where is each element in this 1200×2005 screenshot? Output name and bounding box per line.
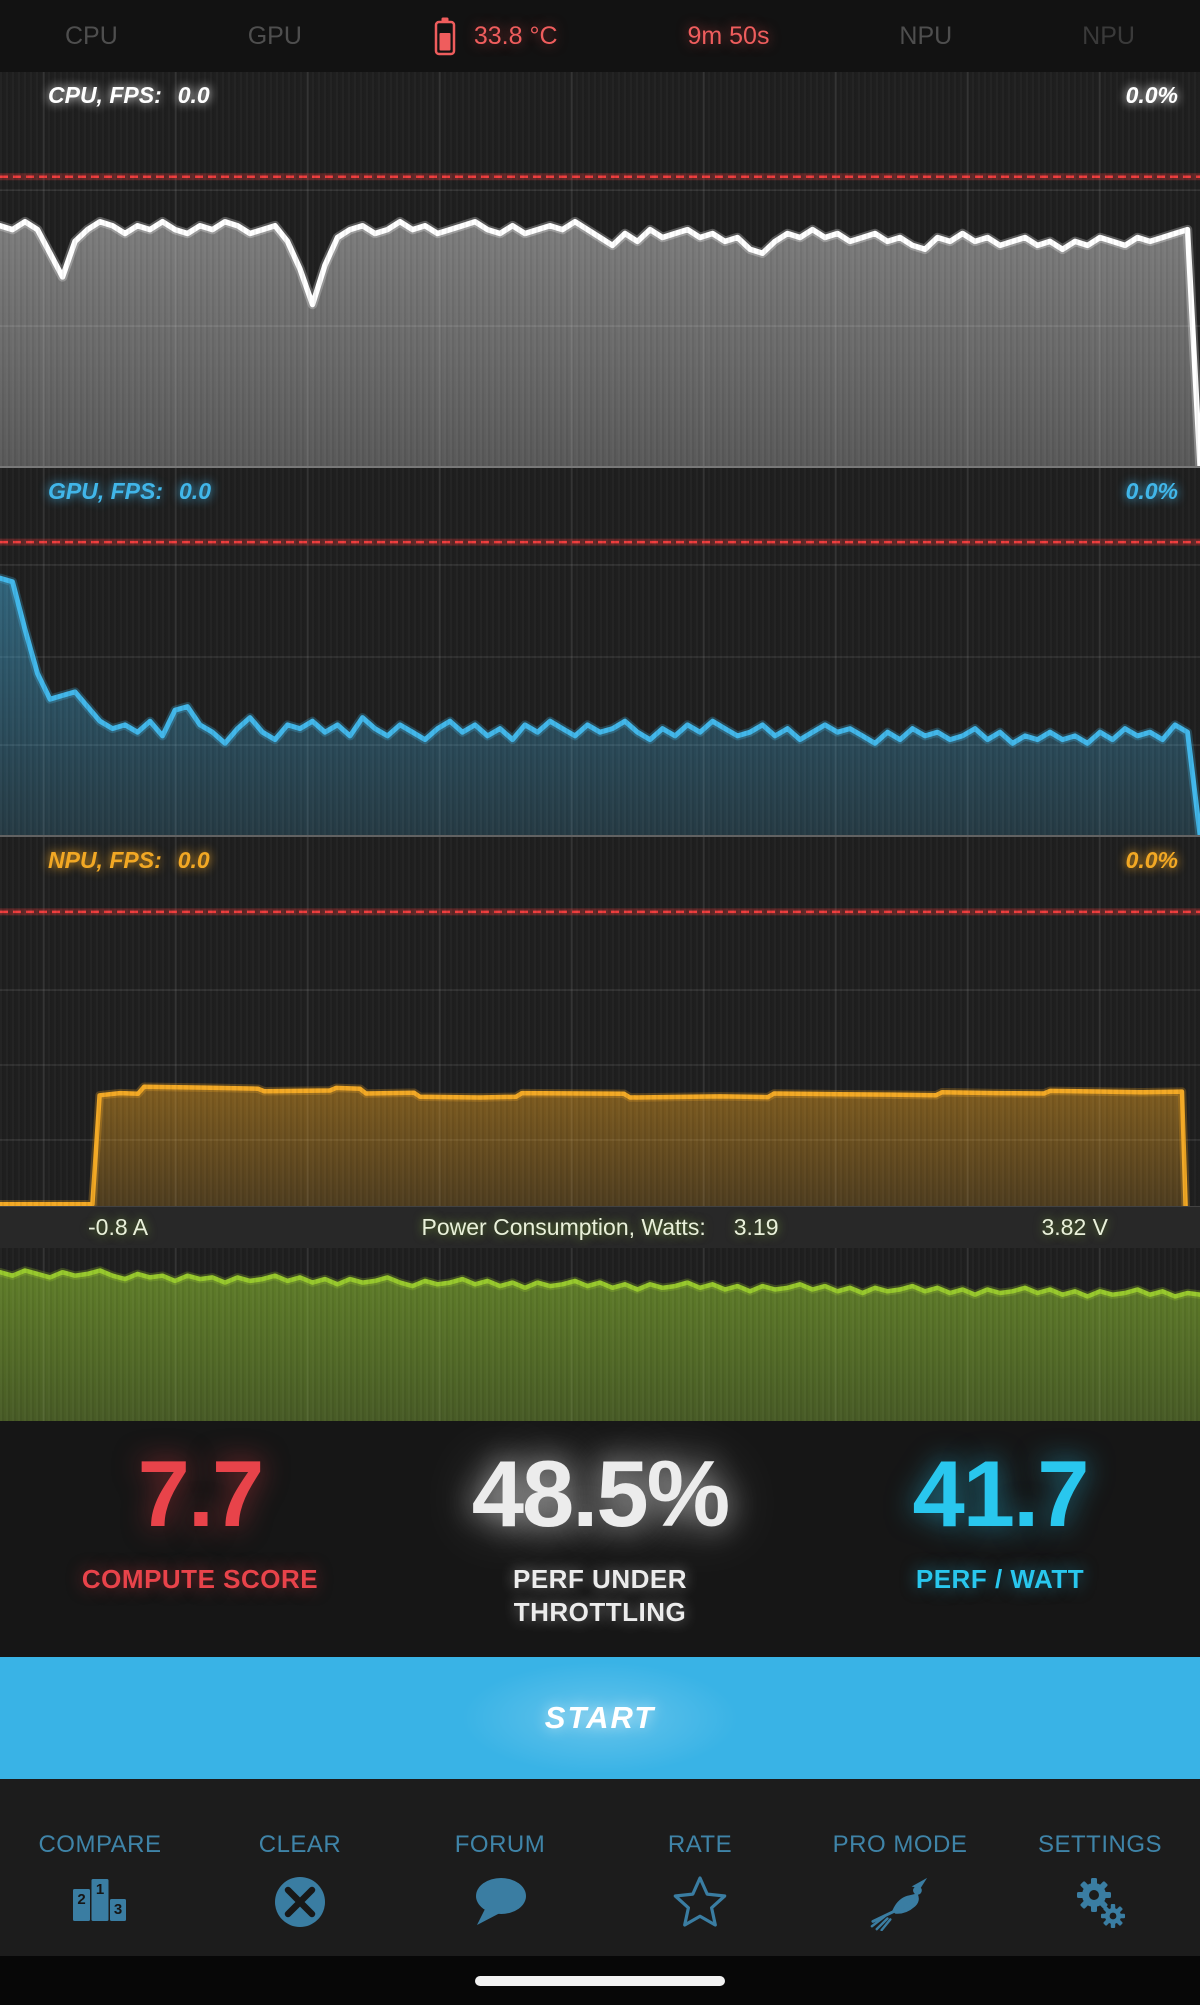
forum-icon <box>476 1878 526 1925</box>
perf-under-throttling-stat: 48.5% PERF UNDER THROTTLING <box>400 1421 800 1657</box>
top-bar-gpu-label: GPU <box>247 21 302 50</box>
perf-under-throttling-label: PERF UNDER THROTTLING <box>512 1564 687 1627</box>
gear-icon <box>1077 1878 1125 1928</box>
perf-per-watt-stat: 41.7 PERF / WATT <box>800 1421 1200 1657</box>
npu-percent-value: 0.0% <box>1125 847 1178 873</box>
svg-text:1: 1 <box>96 1881 104 1898</box>
elapsed-timer: 9m 50s <box>687 21 770 50</box>
perf-under-throttling-value: 48.5% <box>471 1441 731 1546</box>
current-amps-value: -0.8 A <box>88 1214 149 1240</box>
forum-label: FORUM <box>454 1831 546 1858</box>
gpu-fps-chart-plot <box>0 468 1200 835</box>
nav-item-pro-mode[interactable]: PRO MODE <box>800 1779 1000 1956</box>
start-button-label: START <box>544 1700 656 1735</box>
nav-item-compare[interactable]: COMPARE 2 1 3 <box>0 1779 200 1956</box>
power-consumption-label-group: Power Consumption, Watts: 3.19 <box>422 1214 779 1241</box>
nav-item-rate[interactable]: RATE <box>600 1779 800 1956</box>
witch-icon <box>870 1877 928 1931</box>
perf-per-watt-label: PERF / WATT <box>915 1564 1085 1594</box>
nav-item-forum[interactable]: FORUM <box>400 1779 600 1956</box>
compare-label: COMPARE <box>38 1831 162 1858</box>
compute-score-stat: 7.7 COMPUTE SCORE <box>0 1421 400 1657</box>
pro-mode-label: PRO MODE <box>832 1831 968 1858</box>
rate-label: RATE <box>667 1831 733 1858</box>
star-icon <box>673 1876 727 1927</box>
results-panel: 7.7 COMPUTE SCORE 48.5% PERF UNDER THROT… <box>0 1421 1200 1657</box>
settings-label: SETTINGS <box>1037 1831 1162 1858</box>
gpu-chart-header: GPU, FPS: 0.0 0.0% <box>0 478 1200 505</box>
cpu-chart-header: CPU, FPS: 0.0 0.0% <box>0 82 1200 109</box>
nav-item-settings[interactable]: SETTINGS <box>1000 1779 1200 1956</box>
top-bar-npu2-label: NPU <box>1082 21 1135 50</box>
cpu-chart-title: CPU, FPS: <box>48 82 162 108</box>
voltage-value: 3.82 V <box>1041 1214 1109 1240</box>
bottom-nav: COMPARE 2 1 3 CLEAR F <box>0 1779 1200 1956</box>
npu-fps-chart-plot <box>0 837 1200 1206</box>
svg-text:3: 3 <box>114 1901 122 1918</box>
top-bar-npu-label: NPU <box>899 21 953 50</box>
cpu-fps-value: 0.0 <box>177 82 210 108</box>
top-bar-cpu-label: CPU <box>64 21 118 50</box>
home-indicator[interactable] <box>475 1976 725 1986</box>
battery-temperature: 33.8 °C <box>432 14 558 58</box>
clear-icon <box>275 1877 325 1927</box>
gesture-bar-area <box>0 1956 1200 2005</box>
gpu-percent-value: 0.0% <box>1125 478 1178 504</box>
gpu-fps-value: 0.0 <box>179 478 211 504</box>
cpu-fps-chart: CPU, FPS: 0.0 0.0% <box>0 72 1200 466</box>
perf-per-watt-value: 41.7 <box>912 1441 1090 1546</box>
battery-temperature-value: 33.8 °C <box>473 21 558 50</box>
svg-text:2: 2 <box>77 1891 85 1908</box>
cpu-percent-value: 0.0% <box>1125 82 1178 108</box>
cpu-fps-chart-plot <box>0 72 1200 466</box>
npu-chart-title: NPU, FPS: <box>48 847 162 873</box>
power-chart-plot <box>0 1248 1200 1421</box>
power-label-row: -0.8 A Power Consumption, Watts: 3.19 3.… <box>0 1206 1200 1248</box>
podium-icon: 2 1 3 <box>73 1879 126 1921</box>
clear-label: CLEAR <box>258 1831 342 1858</box>
gpu-chart-title: GPU, FPS: <box>48 478 164 504</box>
power-consumption-label: Power Consumption, Watts: <box>421 1214 706 1240</box>
nav-item-clear[interactable]: CLEAR <box>200 1779 400 1956</box>
npu-fps-chart: NPU, FPS: 0.0 0.0% <box>0 835 1200 1206</box>
top-bar: CPU GPU 33.8 °C 9m 50s NPU NPU <box>0 0 1200 72</box>
npu-fps-value: 0.0 <box>177 847 210 873</box>
battery-icon <box>434 17 456 56</box>
gpu-fps-chart: GPU, FPS: 0.0 0.0% <box>0 466 1200 835</box>
compute-score-label: COMPUTE SCORE <box>81 1564 319 1594</box>
compute-score-value: 7.7 <box>137 1441 265 1546</box>
power-consumption-chart <box>0 1248 1200 1421</box>
npu-chart-header: NPU, FPS: 0.0 0.0% <box>0 847 1200 874</box>
power-watts-value: 3.19 <box>733 1214 779 1240</box>
start-button[interactable]: START <box>0 1657 1200 1779</box>
